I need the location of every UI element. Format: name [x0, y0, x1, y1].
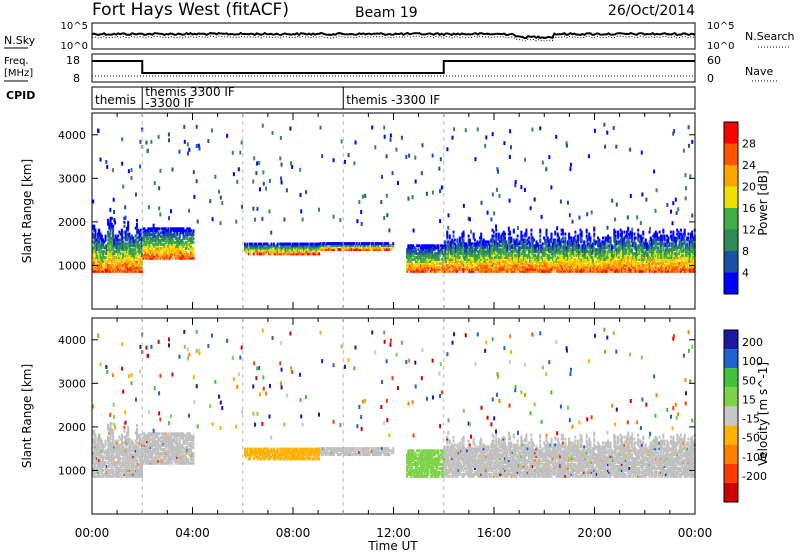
colorbar-swatch [724, 208, 738, 230]
x-tick-label: 20:00 [577, 526, 612, 540]
colorbar-tick-label: -100 [742, 451, 767, 464]
y-tick-label: 3000 [58, 377, 86, 390]
x-tick-label: 04:00 [175, 526, 210, 540]
colorbar-tick-label: 4 [742, 267, 749, 280]
nave-label: Nave [745, 65, 773, 78]
velocity-panel: Slant Range [km] 1000 2000 3000 4000 [20, 317, 696, 515]
x-tick-label: 12:00 [376, 526, 411, 540]
colorbar-tick-label: 24 [742, 159, 756, 172]
colorbar-swatch [724, 229, 738, 251]
noise-search-series [91, 35, 696, 42]
freq-panel: Freq. [MHz] 18 8 60 0 Nave [4, 53, 778, 85]
colorbar-swatch [724, 272, 738, 294]
colorbar-tick-label: 20 [742, 181, 756, 194]
power-colorbar: 4 8 12 16 20 24 28 [723, 121, 756, 295]
noise-sky-series [91, 31, 696, 40]
cpid-segment-label: -3300 IF [145, 96, 194, 110]
noise-right-tick-top: 10^5 [707, 21, 734, 32]
y-tick-label: 4000 [58, 334, 86, 347]
x-axis-label: Time UT [367, 539, 418, 553]
colorbar-swatch [724, 463, 738, 483]
colorbar-tick-label: 16 [742, 202, 756, 215]
colorbar-tick-label: 100 [742, 355, 763, 368]
colorbar-tick-label: 15 [742, 393, 756, 406]
colorbar-swatch [724, 330, 738, 350]
colorbar-swatch [724, 387, 738, 407]
freq-unit-label: [MHz] [4, 68, 33, 79]
cpid-panel: CPID themis themis 3300 IF-3300 IF themis … [6, 85, 696, 110]
velocity-colorbar: 200 100 50 15 -15 -50 -100 -200 [723, 329, 767, 503]
colorbar-tick-label: -200 [742, 470, 767, 483]
colorbar-tick-label: -15 [742, 413, 760, 426]
station-title: Fort Hays West (fitACF) [92, 0, 289, 20]
noise-left-tick-bottom: 10^0 [61, 41, 88, 52]
colorbar-swatch [724, 143, 738, 165]
noise-panel: N.Sky 10^5 10^0 10^5 10^0 N.Search [4, 21, 795, 52]
noise-search-label: N.Search [745, 30, 795, 43]
y-tick-label: 1000 [58, 259, 86, 272]
colorbar-tick-label: 12 [742, 224, 756, 237]
nave-tick-bottom: 0 [707, 72, 714, 85]
freq-tick-bottom: 8 [73, 72, 80, 85]
date-label: 26/Oct/2014 [608, 3, 695, 19]
colorbar-swatch [724, 368, 738, 388]
y-tick-label: 2000 [58, 216, 86, 229]
noise-right-tick-bottom: 10^0 [707, 41, 734, 52]
freq-label: Freq. [4, 56, 29, 67]
colorbar-swatch [724, 406, 738, 426]
x-tick-label: 16:00 [477, 526, 512, 540]
freq-tick-top: 18 [66, 54, 80, 67]
colorbar-tick-label: -50 [742, 432, 760, 445]
colorbar-tick-label: 8 [742, 245, 749, 258]
beam-label: Beam 19 [355, 5, 418, 21]
cpid-segment-label: themis [95, 93, 136, 107]
y-tick-label: 1000 [58, 464, 86, 477]
cpid-segment-label: themis -3300 IF [346, 93, 440, 107]
freq-series [92, 60, 695, 74]
cpid-label: CPID [6, 89, 35, 102]
x-tick-label: 00:00 [678, 526, 713, 540]
colorbar-swatch [724, 165, 738, 187]
colorbar-swatch [724, 444, 738, 464]
x-tick-label: 00:00 [75, 526, 110, 540]
colorbar-swatch [724, 425, 738, 445]
colorbar-swatch [724, 186, 738, 208]
velocity-colorbar-label: Velocity [m s^-1] [756, 362, 770, 466]
colorbar-tick-label: 50 [742, 374, 756, 387]
colorbar-tick-label: 28 [742, 138, 756, 151]
power-colorbar-label: Power [dB] [756, 170, 770, 235]
y-tick-label: 4000 [58, 129, 86, 142]
nave-tick-top: 60 [707, 54, 721, 67]
cpid-segment-label: themis 3300 IF [145, 85, 235, 99]
colorbar-swatch [724, 482, 738, 502]
power-panel: Slant Range [km] 1000 2000 3000 4000 [20, 112, 696, 310]
colorbar-swatch [724, 349, 738, 369]
noise-left-tick-top: 10^5 [61, 21, 88, 32]
velocity-ylabel: Slant Range [km] [20, 364, 34, 468]
power-ylabel: Slant Range [km] [20, 159, 34, 263]
noise-sky-label: N.Sky [4, 34, 36, 47]
y-tick-label: 2000 [58, 421, 86, 434]
colorbar-swatch [724, 122, 738, 144]
colorbar-swatch [724, 251, 738, 273]
colorbar-tick-label: 200 [742, 336, 763, 349]
y-tick-label: 3000 [58, 172, 86, 185]
x-tick-label: 08:00 [276, 526, 311, 540]
